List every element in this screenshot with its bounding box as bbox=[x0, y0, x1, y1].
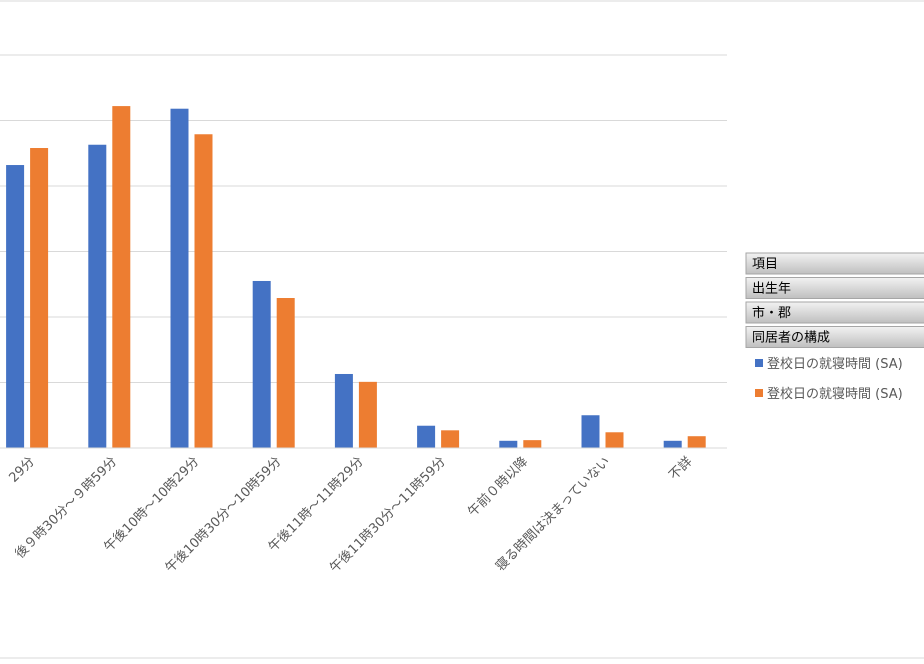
bar bbox=[112, 106, 131, 448]
field-button-label: 項目 bbox=[752, 257, 778, 272]
legend-swatch bbox=[755, 389, 763, 397]
bar bbox=[523, 440, 542, 448]
bar bbox=[170, 108, 189, 449]
bar bbox=[276, 298, 295, 448]
bar bbox=[194, 134, 213, 448]
field-button-label: 市・郡 bbox=[752, 305, 791, 321]
legend-label: 登校日の就寝時間 (SA) bbox=[767, 356, 903, 372]
bar bbox=[88, 144, 107, 449]
x-tick-label: 不詳 bbox=[666, 454, 696, 484]
field-button bbox=[745, 301, 924, 324]
legend-swatch bbox=[755, 359, 763, 367]
field-button-label: 同居者の構成 bbox=[752, 331, 830, 346]
bar bbox=[605, 432, 624, 448]
bar bbox=[252, 280, 271, 448]
field-button-label: 出生年 bbox=[752, 282, 791, 297]
bar bbox=[441, 430, 460, 448]
bar bbox=[358, 381, 377, 448]
bar bbox=[334, 373, 353, 448]
legend-label: 登校日の就寝時間 (SA) bbox=[767, 386, 903, 402]
field-button bbox=[745, 326, 924, 348]
x-tick-label: 午前０時以降 bbox=[465, 454, 531, 520]
bar bbox=[687, 436, 706, 448]
bar bbox=[30, 148, 49, 448]
x-tick-label: 29分 bbox=[6, 454, 37, 485]
bar bbox=[663, 440, 682, 448]
bar bbox=[581, 415, 600, 448]
bar bbox=[417, 425, 436, 448]
bar bbox=[6, 165, 25, 449]
bar bbox=[499, 440, 518, 448]
field-button bbox=[745, 277, 924, 299]
field-button bbox=[745, 252, 924, 275]
